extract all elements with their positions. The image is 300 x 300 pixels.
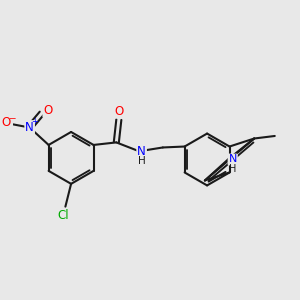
Text: H: H (229, 164, 236, 174)
Text: N: N (137, 145, 146, 158)
Text: −: − (8, 114, 16, 123)
Text: +: + (31, 117, 38, 126)
Text: O: O (2, 116, 11, 129)
Text: N: N (229, 154, 237, 164)
Text: Cl: Cl (57, 209, 69, 222)
Text: H: H (138, 156, 146, 167)
Text: O: O (44, 103, 52, 117)
Text: N: N (25, 121, 34, 134)
Text: O: O (115, 105, 124, 118)
